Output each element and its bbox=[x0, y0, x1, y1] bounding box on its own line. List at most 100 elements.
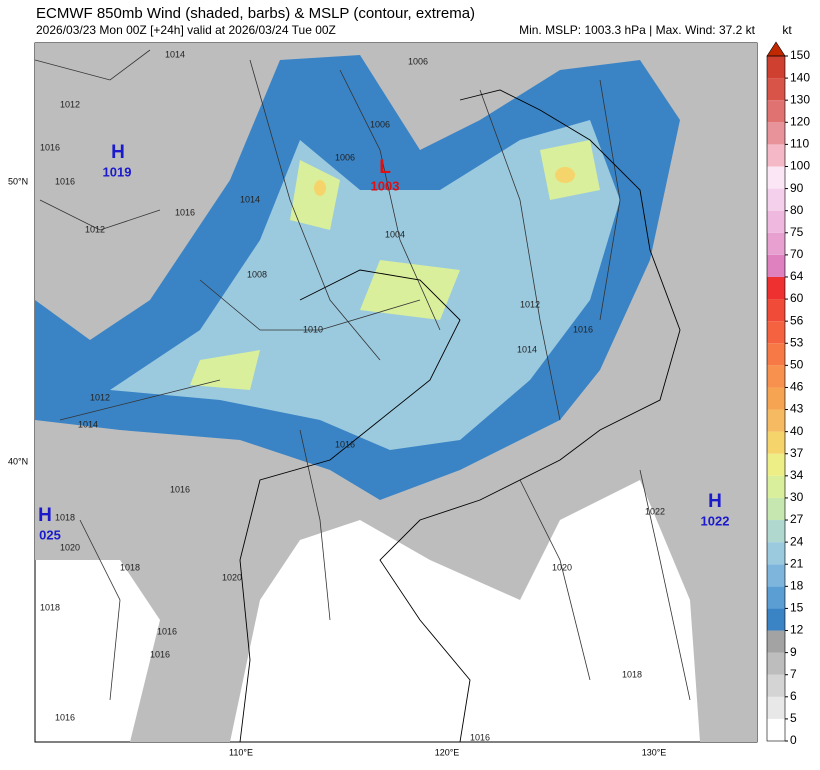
contour-label: 1016 bbox=[40, 142, 60, 152]
colorbar-bin bbox=[767, 696, 785, 719]
contour-label: 1014 bbox=[517, 344, 537, 354]
colorbar-bin bbox=[767, 56, 785, 79]
colorbar-label: 15 bbox=[790, 601, 804, 615]
colorbar-extend bbox=[766, 41, 786, 57]
contour-label: 1012 bbox=[520, 299, 540, 309]
colorbar-label: 12 bbox=[790, 623, 804, 637]
extremum-value: 1022 bbox=[701, 513, 730, 528]
colorbar-bin bbox=[767, 299, 785, 322]
colorbar-label: 120 bbox=[790, 114, 810, 128]
colorbar-bin bbox=[767, 718, 785, 741]
contour-label: 1016 bbox=[175, 207, 195, 217]
colorbar-label: 56 bbox=[790, 313, 804, 327]
colorbar-label: 43 bbox=[790, 402, 804, 416]
colorbar-bin bbox=[767, 78, 785, 101]
contour-label: 1006 bbox=[370, 119, 390, 129]
colorbar-bin bbox=[767, 365, 785, 388]
contour-label: 1018 bbox=[622, 669, 642, 679]
colorbar-label: 75 bbox=[790, 225, 804, 239]
contour-label: 1022 bbox=[645, 506, 665, 516]
colorbar-bin bbox=[767, 586, 785, 609]
colorbar-label: 5 bbox=[790, 711, 797, 725]
lon-label: 130°E bbox=[642, 747, 667, 757]
colorbar-bin bbox=[767, 100, 785, 123]
contour-label: 1016 bbox=[470, 732, 490, 742]
colorbar-bin bbox=[767, 564, 785, 587]
extremum-type: H bbox=[708, 491, 722, 512]
colorbar-bin bbox=[767, 321, 785, 344]
contour-label: 1006 bbox=[408, 56, 428, 66]
colorbar-bin bbox=[767, 232, 785, 255]
colorbar-label: 30 bbox=[790, 490, 804, 504]
colorbar-label: 6 bbox=[790, 689, 797, 703]
colorbar: 0567912151821242730343740434650535660647… bbox=[766, 41, 810, 747]
colorbar-label: 150 bbox=[790, 48, 810, 62]
colorbar-bin bbox=[767, 431, 785, 454]
colorbar-bin bbox=[767, 387, 785, 410]
colorbar-label: 50 bbox=[790, 358, 804, 372]
colorbar-bin bbox=[767, 542, 785, 565]
lat-label: 40°N bbox=[8, 456, 28, 466]
contour-label: 1016 bbox=[55, 176, 75, 186]
contour-label: 1012 bbox=[90, 392, 110, 402]
contour-label: 1020 bbox=[222, 572, 242, 582]
shade-green bbox=[190, 140, 600, 390]
map: 50°N 40°N 110°E 120°E 130°E H 1019 L 100… bbox=[8, 42, 758, 757]
contour-label: 1018 bbox=[40, 602, 60, 612]
colorbar-label: 37 bbox=[790, 446, 804, 460]
contour-label: 1014 bbox=[78, 419, 98, 429]
colorbar-bin bbox=[767, 210, 785, 233]
colorbar-bin bbox=[767, 254, 785, 277]
colorbar-label: 53 bbox=[790, 335, 804, 349]
lon-label: 110°E bbox=[229, 747, 253, 757]
colorbar-label: 100 bbox=[790, 159, 810, 173]
contour-label: 1018 bbox=[120, 562, 140, 572]
contour-label: 1010 bbox=[303, 324, 323, 334]
colorbar-label: 18 bbox=[790, 578, 804, 592]
title: ECMWF 850mb Wind (shaded, barbs) & MSLP … bbox=[36, 5, 475, 22]
extremum-value: 1003 bbox=[371, 178, 400, 193]
colorbar-label: 7 bbox=[790, 667, 797, 681]
borders bbox=[239, 89, 681, 742]
colorbar-bin bbox=[767, 475, 785, 498]
contour-label: 1006 bbox=[335, 152, 355, 162]
subtitle: 2026/03/23 Mon 00Z [+24h] valid at 2026/… bbox=[36, 23, 336, 37]
extremum-type: H bbox=[111, 142, 125, 163]
isobars bbox=[35, 49, 691, 701]
contour-label: 1012 bbox=[85, 224, 105, 234]
contour-label: 1020 bbox=[552, 562, 572, 572]
colorbar-label: 70 bbox=[790, 247, 804, 261]
colorbar-bin bbox=[767, 343, 785, 366]
colorbar-bin bbox=[767, 276, 785, 300]
contour-label: 1016 bbox=[170, 484, 190, 494]
colorbar-label: 64 bbox=[790, 269, 804, 283]
colorbar-label: 80 bbox=[790, 203, 804, 217]
colorbar-bin bbox=[767, 188, 785, 211]
contour-label: 1016 bbox=[55, 712, 75, 722]
contour-label: 1014 bbox=[240, 194, 260, 204]
colorbar-bin bbox=[767, 674, 785, 697]
colorbar-label: 40 bbox=[790, 424, 804, 438]
colorbar-bin bbox=[767, 122, 785, 145]
colorbar-bin bbox=[767, 520, 785, 543]
contour-label: 1016 bbox=[157, 626, 177, 636]
extremum-type: H bbox=[38, 505, 52, 526]
colorbar-bin bbox=[767, 630, 785, 653]
shade-yellow bbox=[555, 167, 575, 183]
contour-label: 1012 bbox=[60, 99, 80, 109]
colorbar-label: 34 bbox=[790, 468, 804, 482]
extremum-value: 025 bbox=[39, 527, 61, 542]
colorbar-bin bbox=[767, 453, 785, 476]
contour-label: 1004 bbox=[385, 229, 405, 239]
colorbar-label: 140 bbox=[790, 70, 810, 84]
extremum-type: L bbox=[379, 157, 391, 178]
colorbar-label: 46 bbox=[790, 380, 804, 394]
contour-label: 1016 bbox=[335, 439, 355, 449]
colorbar-label: 21 bbox=[790, 556, 804, 570]
contour-label: 1016 bbox=[573, 324, 593, 334]
colorbar-label: 130 bbox=[790, 92, 810, 106]
stats: Min. MSLP: 1003.3 hPa | Max. Wind: 37.2 … bbox=[519, 23, 756, 37]
colorbar-label: 0 bbox=[790, 733, 797, 747]
contour-label: 1016 bbox=[150, 649, 170, 659]
